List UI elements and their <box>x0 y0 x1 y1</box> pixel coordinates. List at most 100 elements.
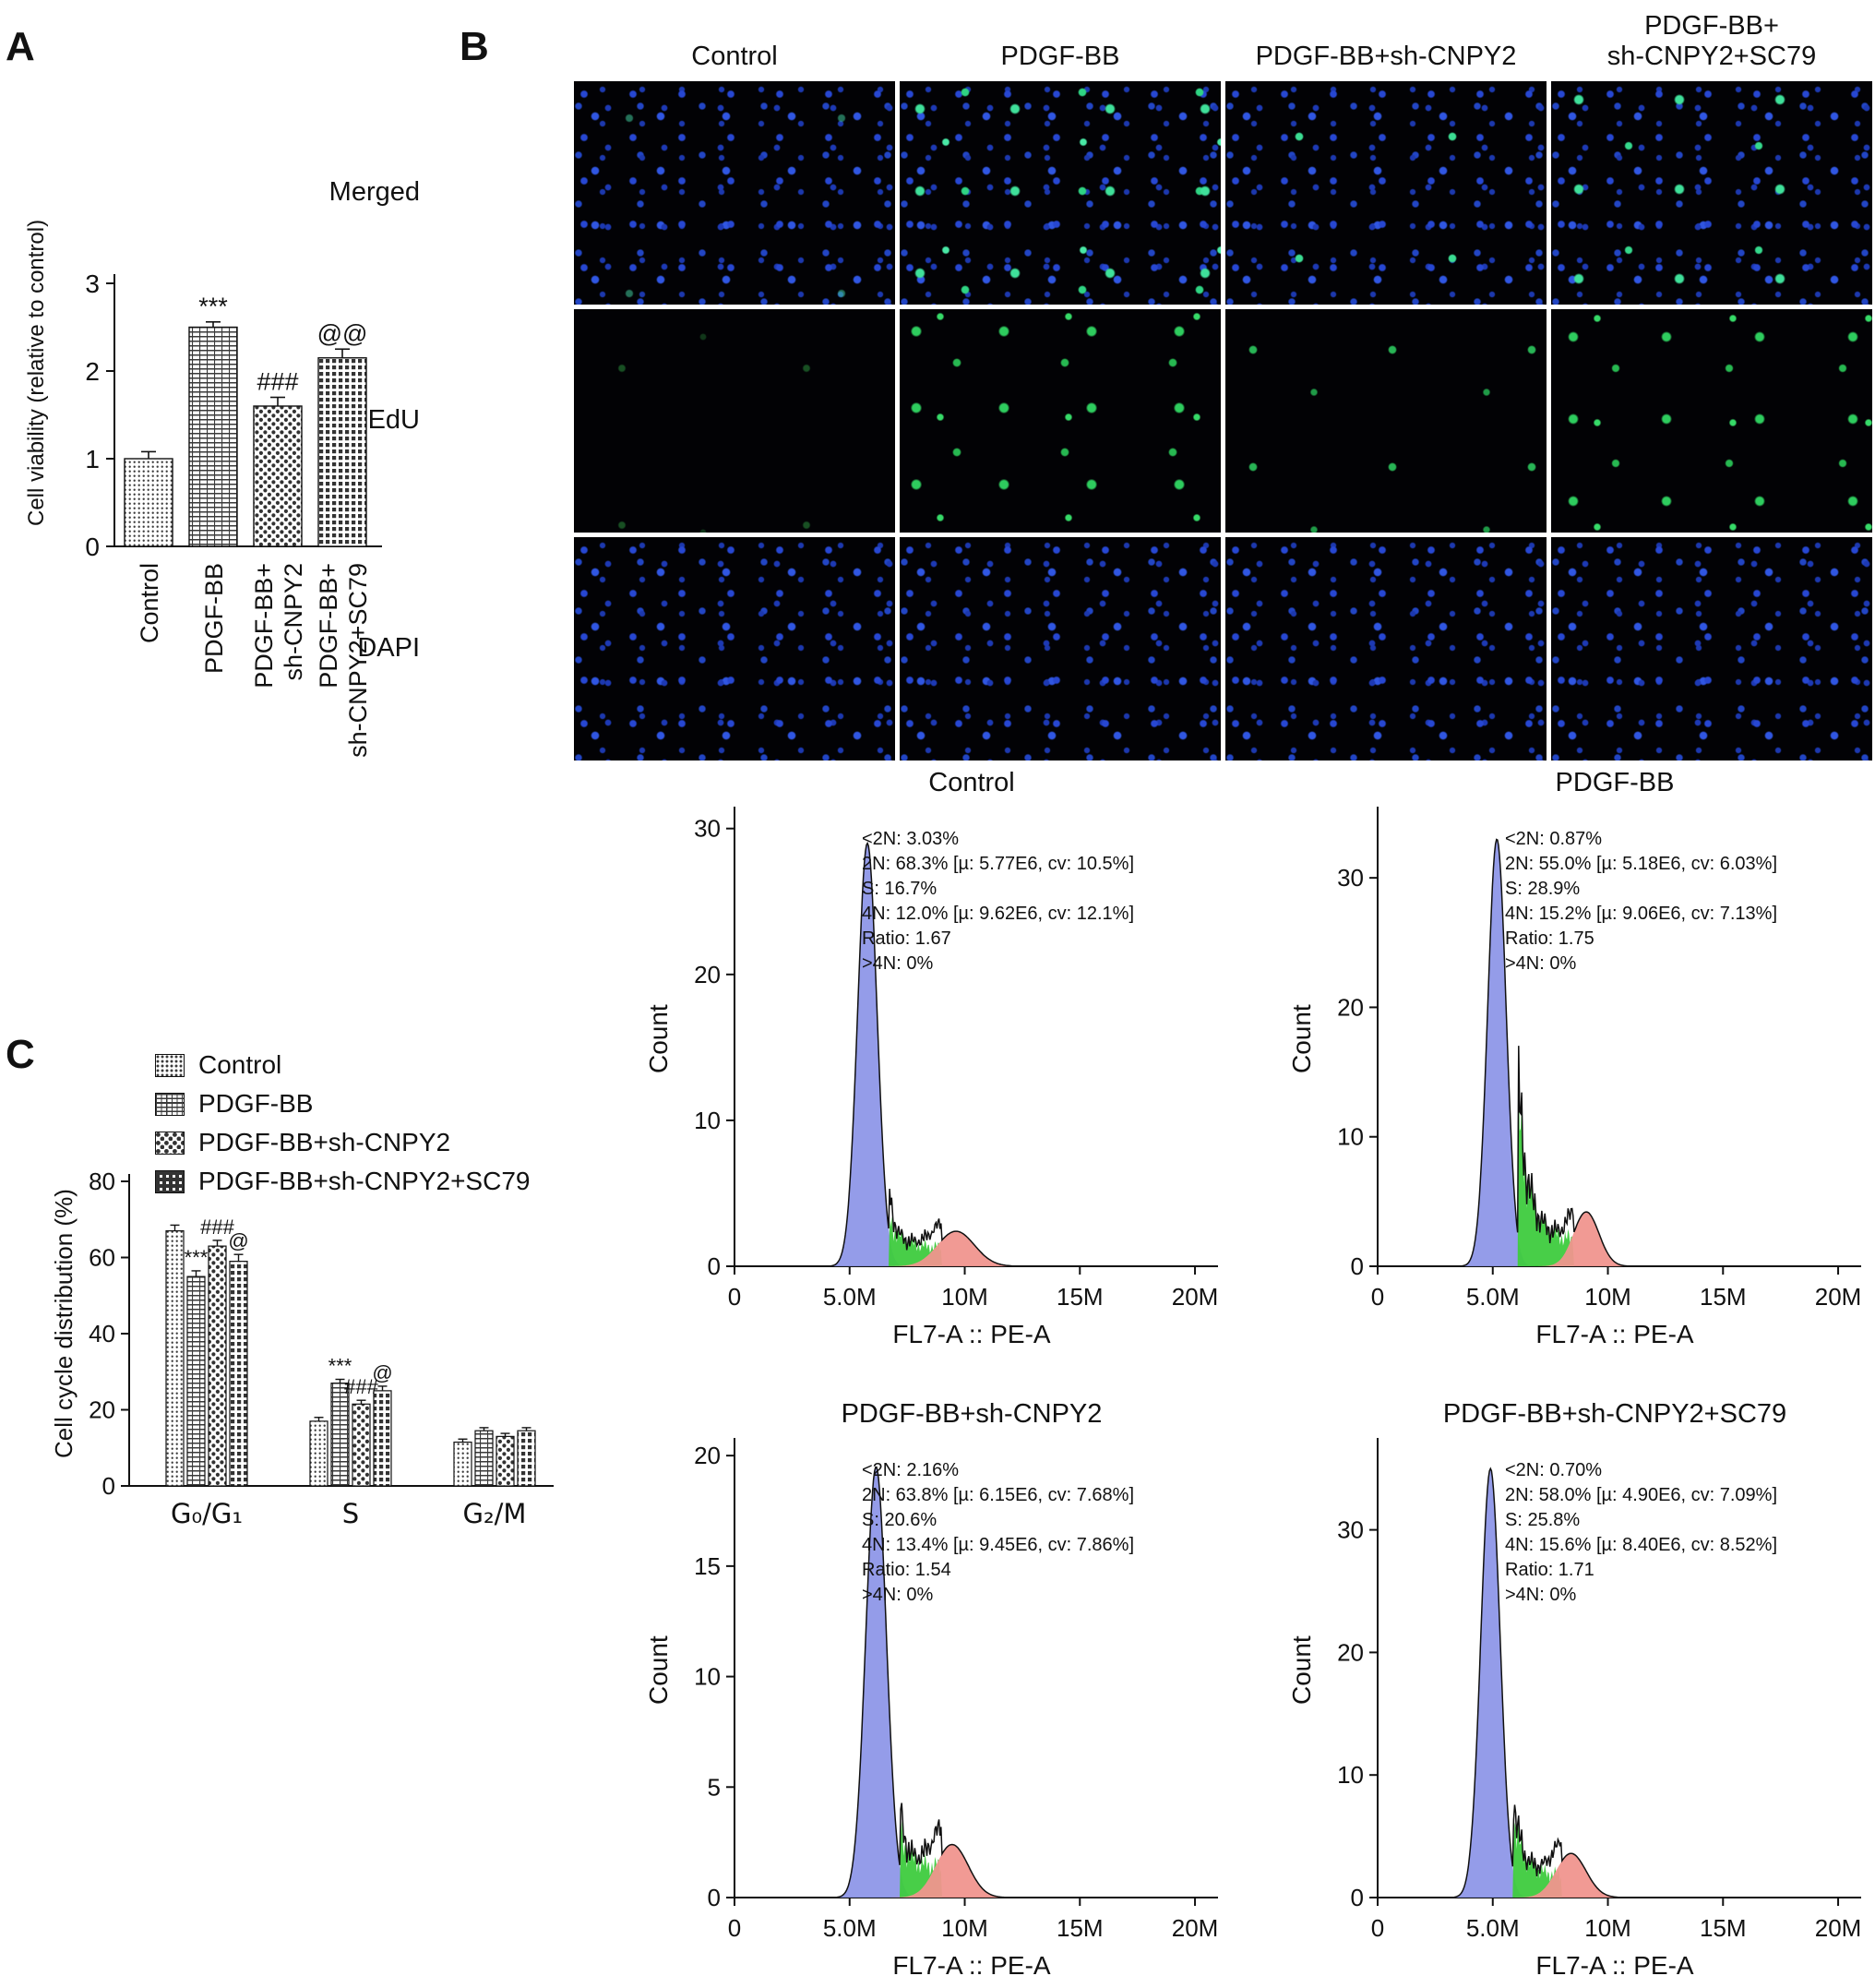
legend-item-control: Control <box>155 1050 530 1080</box>
micro-col-header-sc79: PDGF-BB+ sh-CNPY2+SC79 <box>1606 11 1817 71</box>
svg-text:10M: 10M <box>1584 1914 1631 1942</box>
flow-histogram-plot: 0 5 10 15 20 0 5.0M 10M 15M 20M <box>694 1438 1219 1942</box>
stat-line: >4N: 0% <box>862 1585 934 1605</box>
stat-line: 2N: 55.0% [µ: 5.18E6, cv: 6.03%] <box>1505 854 1778 874</box>
svg-text:20M: 20M <box>1815 1914 1862 1942</box>
svg-text:PDGF-BB+: PDGF-BB+ <box>315 563 342 689</box>
legend-item-shcnpy2: PDGF-BB+sh-CNPY2 <box>155 1128 530 1157</box>
stat-line: <2N: 0.87% <box>1505 829 1603 849</box>
legend-label-shcnpy2: PDGF-BB+sh-CNPY2 <box>198 1128 451 1156</box>
micro-image-edu-sc79 <box>1551 309 1872 533</box>
stat-line: Ratio: 1.71 <box>1505 1560 1594 1580</box>
panel-c-label: C <box>6 1032 35 1077</box>
svg-text:10: 10 <box>694 1663 721 1691</box>
svg-text:20M: 20M <box>1172 1914 1219 1942</box>
panel-c-chart-block: Cell cycle distribution (%) 0 20 40 60 80 G₀/… <box>37 1161 600 1595</box>
svg-text:10: 10 <box>1337 1761 1364 1789</box>
histogram-title: Control <box>928 768 1015 797</box>
svg-text:30: 30 <box>694 815 721 843</box>
svg-text:3: 3 <box>85 269 100 298</box>
micro-col-header-control: Control <box>691 42 778 71</box>
svg-text:15M: 15M <box>1700 1283 1747 1311</box>
svg-text:0: 0 <box>1351 1884 1364 1911</box>
svg-text:0: 0 <box>728 1914 741 1942</box>
svg-text:0: 0 <box>1351 1252 1364 1280</box>
svg-text:###: ### <box>344 1375 378 1398</box>
svg-text:###: ### <box>257 368 298 396</box>
svg-text:S: S <box>342 1498 359 1529</box>
histogram-x-axis-label: FL7-A :: PE-A <box>892 1320 1051 1348</box>
svg-text:20M: 20M <box>1172 1283 1219 1311</box>
micro-col-header-pdgf: PDGF-BB <box>1000 42 1120 71</box>
micro-row-label-dapi: DAPI <box>357 633 420 663</box>
svg-text:10: 10 <box>1337 1123 1364 1151</box>
svg-text:0: 0 <box>102 1472 115 1500</box>
panel-a-label: A <box>6 24 35 69</box>
histogram-title: PDGF-BB+sh-CNPY2+SC79 <box>1442 1399 1787 1429</box>
svg-text:PDGF-BB: PDGF-BB <box>200 563 228 674</box>
stat-line: <2N: 0.70% <box>1505 1460 1603 1480</box>
stat-line: S: 20.6% <box>862 1510 938 1530</box>
micro-image-merged-sc79 <box>1551 81 1872 305</box>
svg-text:5.0M: 5.0M <box>823 1914 877 1942</box>
svg-text:Control: Control <box>136 563 163 643</box>
flow-histogram-plot: 0 10 20 30 0 5.0M 10M 15M 20M <box>1337 1438 1862 1942</box>
stat-line: <2N: 2.16% <box>862 1460 960 1480</box>
svg-text:60: 60 <box>89 1244 115 1272</box>
svg-text:0: 0 <box>728 1283 741 1311</box>
micro-col-header-shcnpy2: PDGF-BB+sh-CNPY2 <box>1255 42 1517 71</box>
legend-label-pdgf: PDGF-BB <box>198 1089 314 1118</box>
flow-histogram-sc79: PDGF-BB+sh-CNPY2+SC79 Count 0 10 20 30 0 5.0M… <box>1278 1399 1875 1988</box>
stat-line: 4N: 12.0% [µ: 9.62E6, cv: 12.1%] <box>862 904 1135 924</box>
micro-image-dapi-shcnpy2 <box>1225 537 1547 760</box>
svg-text:***: *** <box>185 1246 209 1269</box>
svg-text:5: 5 <box>708 1773 721 1801</box>
micro-row-label-edu: EdU <box>367 405 420 435</box>
stat-line: Ratio: 1.54 <box>862 1560 951 1580</box>
stat-line: 2N: 63.8% [µ: 6.15E6, cv: 7.68%] <box>862 1485 1135 1505</box>
stat-line: 2N: 68.3% [µ: 5.77E6, cv: 10.5%] <box>862 854 1135 874</box>
histogram-title: PDGF-BB+sh-CNPY2 <box>841 1399 1103 1429</box>
stat-line: <2N: 3.03% <box>862 829 960 849</box>
flow-histogram-plot: 0 10 20 30 0 5.0M 10M 15M 20M <box>694 807 1219 1311</box>
svg-text:10M: 10M <box>941 1914 988 1942</box>
svg-text:20M: 20M <box>1815 1283 1862 1311</box>
stat-line: >4N: 0% <box>1505 953 1577 974</box>
svg-text:2: 2 <box>85 357 100 386</box>
legend-label-sc79: PDGF-BB+sh-CNPY2+SC79 <box>198 1167 531 1195</box>
legend-swatch-sc79 <box>155 1169 185 1193</box>
flow-stats: <2N: 0.87% 2N: 55.0% [µ: 5.18E6, cv: 6.0… <box>1505 827 1777 976</box>
stat-line: 2N: 58.0% [µ: 4.90E6, cv: 7.09%] <box>1505 1485 1778 1505</box>
svg-text:10M: 10M <box>1584 1283 1631 1311</box>
flow-histogram-pdgf: PDGF-BB Count 0 10 20 30 0 5.0M 10M 15M 20M <2N:… <box>1278 768 1875 1359</box>
svg-text:15: 15 <box>694 1552 721 1580</box>
stat-line: Ratio: 1.67 <box>862 928 951 949</box>
flow-stats: <2N: 3.03% 2N: 68.3% [µ: 5.77E6, cv: 10.… <box>862 827 1134 976</box>
micro-image-merged-control <box>574 81 895 305</box>
svg-text:15M: 15M <box>1700 1914 1747 1942</box>
svg-text:***: *** <box>328 1355 352 1378</box>
svg-text:@: @ <box>372 1361 392 1384</box>
stat-line: 4N: 15.6% [µ: 8.40E6, cv: 8.52%] <box>1505 1535 1778 1555</box>
svg-text:###: ### <box>200 1216 234 1239</box>
svg-text:20: 20 <box>694 961 721 988</box>
svg-text:15M: 15M <box>1057 1914 1104 1942</box>
svg-text:80: 80 <box>89 1168 115 1195</box>
legend-item-sc79: PDGF-BB+sh-CNPY2+SC79 <box>155 1167 530 1196</box>
svg-text:30: 30 <box>1337 864 1364 892</box>
stat-line: Ratio: 1.75 <box>1505 928 1594 949</box>
svg-text:0: 0 <box>85 533 100 561</box>
svg-text:PDGF-BB+: PDGF-BB+ <box>250 563 278 689</box>
svg-text:30: 30 <box>1337 1516 1364 1544</box>
svg-text:20: 20 <box>1337 993 1364 1021</box>
svg-text:***: *** <box>198 293 228 320</box>
stat-line: >4N: 0% <box>862 953 934 974</box>
micro-image-dapi-control <box>574 537 895 760</box>
micro-image-edu-control <box>574 309 895 533</box>
stat-line: 4N: 15.2% [µ: 9.06E6, cv: 7.13%] <box>1505 904 1778 924</box>
flow-histogram-control: Control Count 0 10 20 30 0 5.0M 10M 15M 20M <2N:… <box>635 768 1233 1359</box>
svg-text:5.0M: 5.0M <box>823 1283 877 1311</box>
svg-text:@: @ <box>228 1229 248 1252</box>
svg-text:20: 20 <box>694 1442 721 1469</box>
